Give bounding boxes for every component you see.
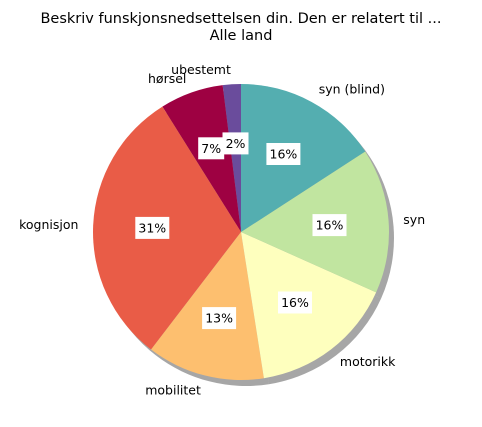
pct-label-h-rsel: 7% — [198, 137, 225, 160]
slice-label-kognisjon: kognisjon — [19, 217, 78, 232]
pct-label-text: 16% — [281, 295, 309, 310]
pct-label-motorikk: 16% — [278, 291, 312, 314]
chart-title: Beskriv funskjonsnedsettelsen din. Den e… — [40, 11, 441, 27]
pct-label-box — [266, 143, 301, 165]
pct-label-kognisjon: 31% — [135, 216, 170, 239]
pie-slice-syn-blind — [241, 84, 366, 232]
pct-label-ubestemt: 2% — [222, 132, 249, 155]
slice-label-mobilitet: mobilitet — [145, 382, 201, 397]
slice-label-ubestemt: ubestemt — [171, 62, 231, 77]
pct-label-syn: 16% — [312, 214, 347, 237]
pct-label-box — [198, 137, 225, 160]
pct-label-box — [278, 291, 312, 314]
pct-label-box — [222, 132, 249, 155]
pct-label-text: 7% — [201, 141, 221, 156]
chart-subtitle: Alle land — [210, 28, 273, 44]
pct-label-text: 31% — [138, 220, 166, 235]
pct-label-syn-blind: 16% — [266, 143, 301, 165]
pct-label-mobilitet: 13% — [202, 307, 237, 330]
pct-label-box — [312, 214, 347, 237]
pct-label-text: 16% — [270, 147, 298, 162]
pie-slice-ubestemt — [222, 84, 241, 232]
pct-label-text: 13% — [205, 311, 233, 326]
slice-label-syn-blind: syn (blind) — [319, 81, 385, 96]
slice-label-motorikk: motorikk — [340, 354, 396, 369]
slice-label-syn: syn — [403, 212, 425, 227]
pct-label-box — [202, 307, 237, 330]
pie-labels: ubestemt 2% hørsel 7% kognisjon 31% mobilitet 1… — [19, 62, 425, 397]
pct-label-box — [135, 216, 170, 239]
pie-slice-mobilitet — [151, 232, 264, 380]
pct-label-text: 2% — [226, 136, 246, 151]
slice-label-h-rsel: hørsel — [148, 71, 186, 86]
pct-label-text: 16% — [316, 218, 344, 233]
